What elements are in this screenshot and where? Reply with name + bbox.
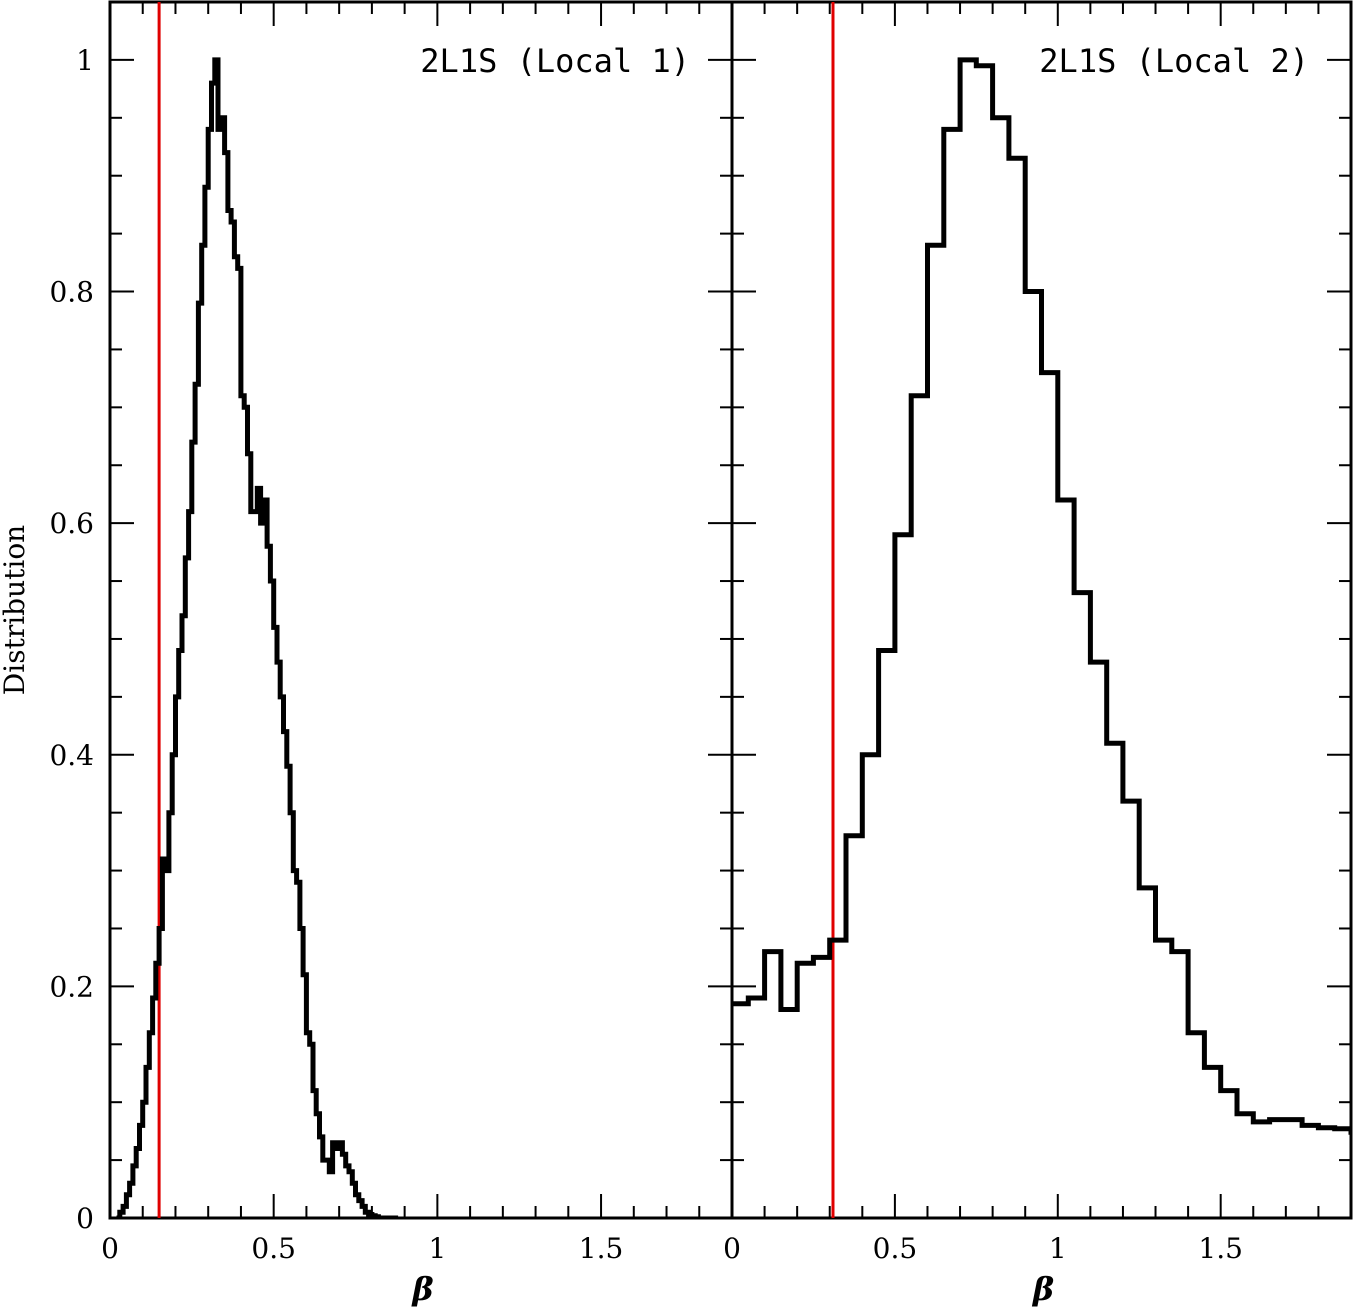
panel-title: 2L1S (Local 1) bbox=[420, 42, 690, 80]
x-tick-label: 0.5 bbox=[873, 1232, 918, 1265]
x-tick-label: 0 bbox=[723, 1232, 741, 1265]
panel-local-1: 0 0.5 1 1.5 β 2L1S (Local 1) 0 0.2 0.4 0.6 0.8 1 bbox=[49, 0, 734, 1307]
y-tick-label: 1 bbox=[76, 44, 94, 77]
x-tick-label: 0 bbox=[101, 1232, 119, 1265]
x-tick-label: 1.5 bbox=[579, 1232, 624, 1265]
x-axis-label: β bbox=[411, 1270, 433, 1307]
x-tick-label: 1 bbox=[428, 1232, 446, 1265]
y-tick-label: 0.8 bbox=[49, 276, 94, 309]
y-tick-label: 0.6 bbox=[49, 507, 94, 540]
histogram-series bbox=[732, 57, 1351, 1135]
plot-frame bbox=[730, 0, 1353, 1220]
panel-local-2: 0 0.5 1 1.5 β 2L1S (Local 2) bbox=[723, 0, 1353, 1307]
panel-title: 2L1S (Local 2) bbox=[1039, 42, 1309, 80]
y-tick-label: 0 bbox=[76, 1202, 94, 1235]
x-tick-label: 1 bbox=[1049, 1232, 1067, 1265]
x-tick-label: 0.5 bbox=[251, 1232, 296, 1265]
y-tick-label: 0.2 bbox=[49, 970, 94, 1003]
y-axis-label: Distribution bbox=[0, 525, 31, 695]
histogram-series bbox=[116, 57, 399, 1218]
plot-frame bbox=[108, 0, 734, 1220]
y-tick-label: 0.4 bbox=[49, 739, 94, 772]
x-tick-label: 1.5 bbox=[1198, 1232, 1243, 1265]
x-axis-label: β bbox=[1032, 1270, 1054, 1307]
